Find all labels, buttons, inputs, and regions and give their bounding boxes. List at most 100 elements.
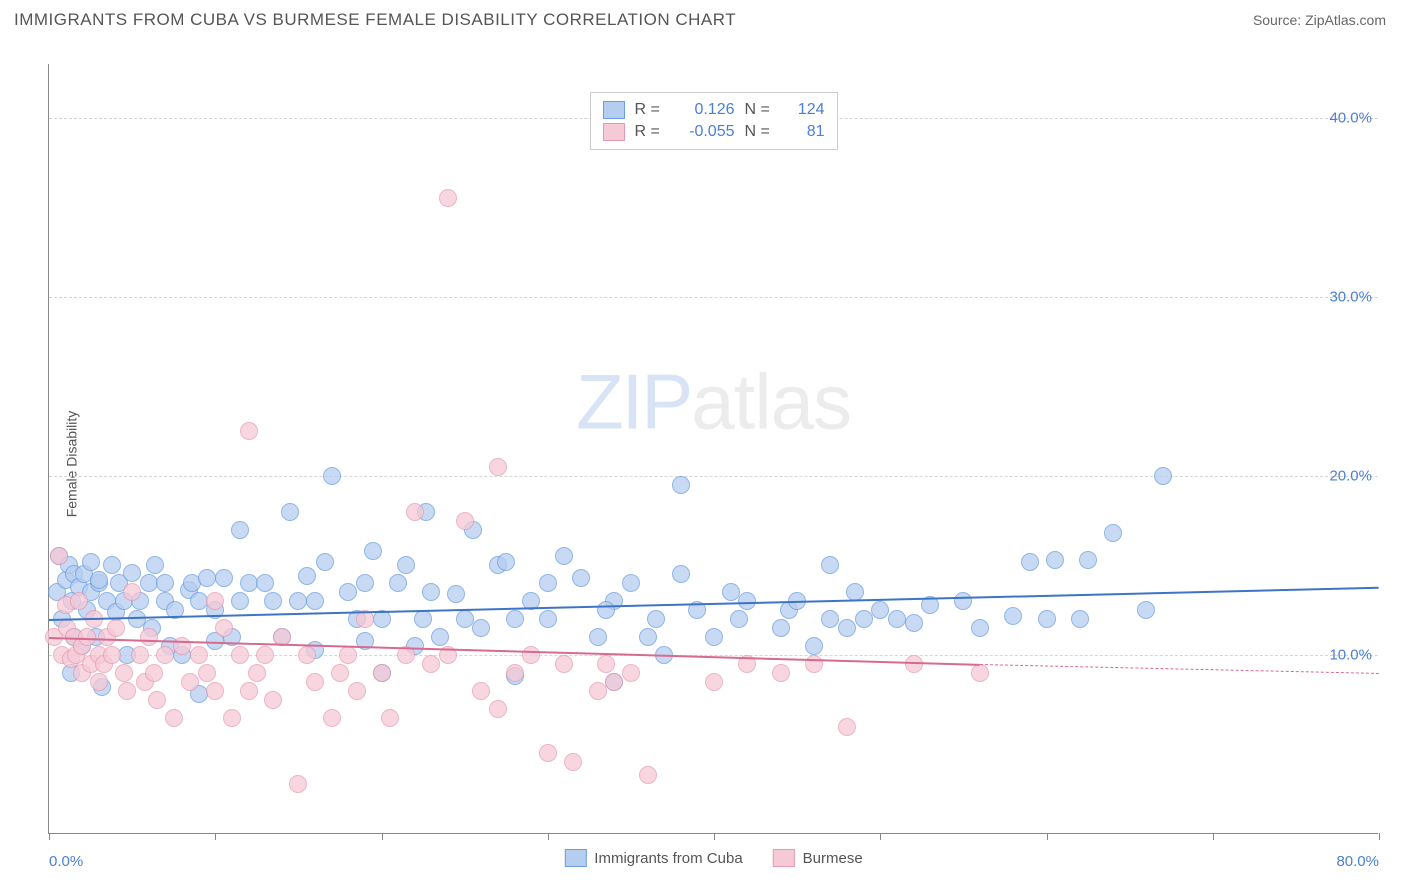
scatter-point [190,646,208,664]
legend-r-value: 0.126 [675,101,735,119]
scatter-point [497,553,515,571]
x-tick [1213,833,1214,840]
scatter-point [50,547,68,565]
scatter-point [181,673,199,691]
scatter-point [223,709,241,727]
scatter-point [597,655,615,673]
scatter-point [871,601,889,619]
scatter-point [289,592,307,610]
scatter-point [672,476,690,494]
legend-n-value: 81 [785,123,825,141]
legend-label: Burmese [803,850,863,867]
scatter-point [165,709,183,727]
scatter-point [672,565,690,583]
legend-label: Immigrants from Cuba [594,850,742,867]
scatter-point [522,646,540,664]
scatter-point [805,655,823,673]
legend-swatch [603,123,625,141]
scatter-point [298,567,316,585]
scatter-point [156,646,174,664]
scatter-point [323,467,341,485]
plot-area: ZIPatlas R = 0.126 N = 124 R = -0.055 N … [48,64,1378,834]
scatter-point [264,691,282,709]
scatter-point [406,503,424,521]
scatter-point [489,458,507,476]
scatter-point [364,542,382,560]
scatter-point [705,628,723,646]
y-tick-label: 40.0% [1329,109,1372,126]
scatter-point [140,628,158,646]
scatter-point [539,744,557,762]
scatter-point [298,646,316,664]
scatter-point [115,664,133,682]
scatter-point [439,189,457,207]
scatter-point [1154,467,1172,485]
scatter-point [316,553,334,571]
scatter-point [1071,610,1089,628]
legend-r-label: R = [635,101,665,119]
scatter-point [821,556,839,574]
scatter-point [971,619,989,637]
trend-line [980,664,1379,674]
x-tick-label: 0.0% [49,853,83,870]
scatter-point [70,592,88,610]
x-tick [1379,833,1380,840]
scatter-point [506,664,524,682]
scatter-point [140,574,158,592]
scatter-point [622,664,640,682]
legend-stats-row: R = 0.126 N = 124 [603,99,825,121]
scatter-point [1004,607,1022,625]
watermark-left: ZIP [576,358,691,446]
scatter-point [231,521,249,539]
scatter-point [248,664,266,682]
y-tick-label: 10.0% [1329,646,1372,663]
scatter-point [389,574,407,592]
scatter-point [148,691,166,709]
scatter-point [855,610,873,628]
scatter-point [356,574,374,592]
y-tick-label: 20.0% [1329,467,1372,484]
scatter-point [306,592,324,610]
scatter-point [597,601,615,619]
watermark: ZIPatlas [576,357,851,448]
scatter-point [1038,610,1056,628]
scatter-point [123,583,141,601]
scatter-point [381,709,399,727]
x-tick [382,833,383,840]
scatter-point [198,569,216,587]
x-tick-label: 80.0% [1336,853,1379,870]
legend-stats-box: R = 0.126 N = 124 R = -0.055 N = 81 [590,92,838,150]
scatter-point [821,610,839,628]
legend-n-value: 124 [785,101,825,119]
scatter-point [1046,551,1064,569]
scatter-point [190,592,208,610]
scatter-point [206,682,224,700]
scatter-point [572,569,590,587]
scatter-point [215,569,233,587]
legend-stats-row: R = -0.055 N = 81 [603,121,825,143]
scatter-point [431,628,449,646]
scatter-point [281,503,299,521]
legend-swatch [564,849,586,867]
scatter-point [555,655,573,673]
legend-n-label: N = [745,123,775,141]
scatter-point [240,422,258,440]
legend-r-label: R = [635,123,665,141]
scatter-point [240,682,258,700]
scatter-point [123,564,141,582]
scatter-point [323,709,341,727]
legend-item: Immigrants from Cuba [564,849,742,867]
legend-n-label: N = [745,101,775,119]
x-tick [714,833,715,840]
scatter-point [456,610,474,628]
scatter-point [472,619,490,637]
scatter-point [639,766,657,784]
scatter-point [954,592,972,610]
y-tick-label: 30.0% [1329,288,1372,305]
scatter-point [447,585,465,603]
legend-swatch [603,101,625,119]
scatter-point [1079,551,1097,569]
x-tick [548,833,549,840]
gridline [49,476,1378,477]
scatter-point [555,547,573,565]
